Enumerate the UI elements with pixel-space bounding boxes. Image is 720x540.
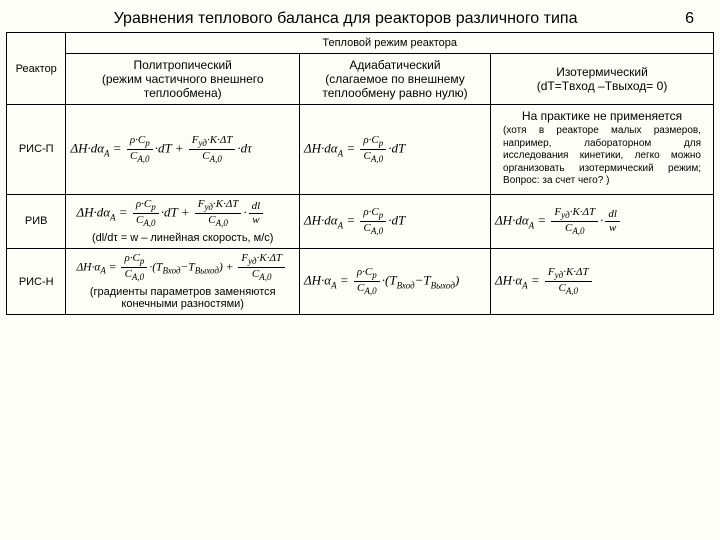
ris-p-polytropic: ΔH·dαA = ρ·CpCA,0·dT + Fуд·K·ΔTCA,0·dτ xyxy=(66,105,300,195)
hdr-col3: Изотермический (dT=Tвход –Tвыход= 0) xyxy=(491,54,714,105)
hdr-reactor: Реактор xyxy=(7,33,66,105)
hdr-col2-sub: (слагаемое по внешнему теплообмену равно… xyxy=(306,72,484,100)
hdr-col1-sub: (режим частичного внешнего теплообмена) xyxy=(72,72,293,100)
riv-polytropic: ΔH·dαA = ρ·CpCA,0·dT + Fуд·K·ΔTCA,0·dlw … xyxy=(66,194,300,248)
reactor-label: РИС-Н xyxy=(7,248,66,314)
ris-n-caption: (градиенты параметров заменяются конечны… xyxy=(72,282,293,310)
reactor-label: РИВ xyxy=(7,194,66,248)
note-head: На практике не применяется xyxy=(497,109,707,123)
table-row: РИС-П ΔH·dαA = ρ·CpCA,0·dT + Fуд·K·ΔTCA,… xyxy=(7,105,714,195)
hdr-col1-title: Политропический xyxy=(72,58,293,72)
ris-p-isothermal: На практике не применяется (хотя в реакт… xyxy=(491,105,714,195)
ris-p-adiabatic: ΔH·dαA = ρ·CpCA,0·dT xyxy=(299,105,490,195)
hdr-col1: Политропический (режим частичного внешне… xyxy=(66,54,300,105)
ris-n-isothermal: ΔH·αA = Fуд·K·ΔTCA,0 xyxy=(491,248,714,314)
table-row: РИВ ΔH·dαA = ρ·CpCA,0·dT + Fуд·K·ΔTCA,0·… xyxy=(7,194,714,248)
riv-isothermal: ΔH·dαA = Fуд·K·ΔTCA,0·dlw xyxy=(491,194,714,248)
table-row: РИС-Н ΔH·αA = ρ·CpCA,0·(TВход−TВыход) + … xyxy=(7,248,714,314)
page-title: Уравнения теплового баланса для реакторо… xyxy=(6,6,685,32)
ris-n-adiabatic: ΔH·αA = ρ·CpCA,0·(TВход−TВыход) xyxy=(299,248,490,314)
riv-caption: (dl/dτ = w – линейная скорость, м/с) xyxy=(72,228,293,244)
hdr-col3-sub: (dT=Tвход –Tвыход= 0) xyxy=(497,79,707,93)
reactor-label: РИС-П xyxy=(7,105,66,195)
ris-n-polytropic: ΔH·αA = ρ·CpCA,0·(TВход−TВыход) + Fуд·K·… xyxy=(66,248,300,314)
hdr-regime: Тепловой режим реактора xyxy=(66,33,714,54)
hdr-col2: Адиабатический (слагаемое по внешнему те… xyxy=(299,54,490,105)
hdr-col3-title: Изотермический xyxy=(497,65,707,79)
page-number: 6 xyxy=(685,10,714,28)
note-body: (хотя в реакторе малых размеров, наприме… xyxy=(497,123,707,190)
balance-table: Реактор Тепловой режим реактора Политроп… xyxy=(6,32,714,315)
hdr-col2-title: Адиабатический xyxy=(306,58,484,72)
riv-adiabatic: ΔH·dαA = ρ·CpCA,0·dT xyxy=(299,194,490,248)
